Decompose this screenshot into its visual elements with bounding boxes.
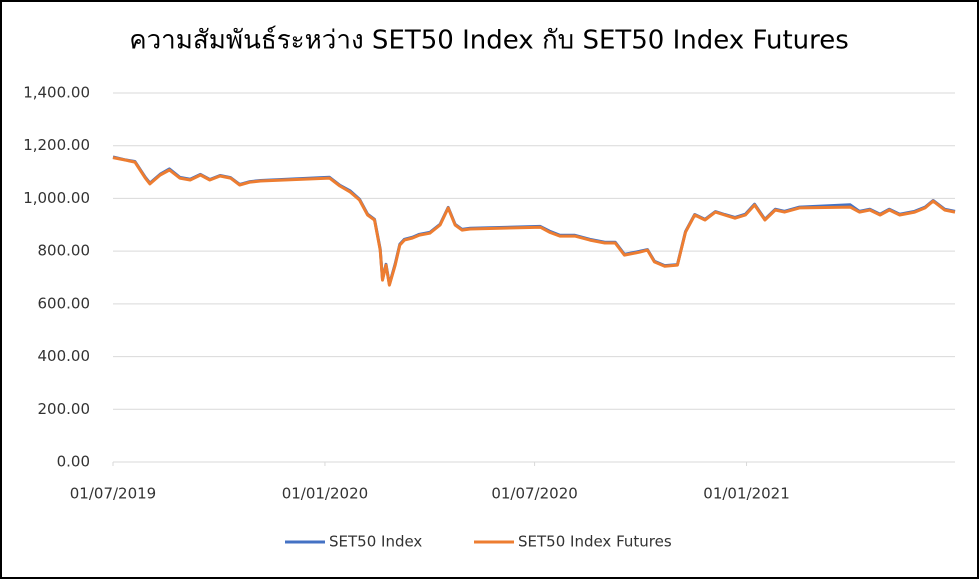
y-tick-label: 0.00 [57,453,90,471]
y-tick-label: 200.00 [38,400,91,418]
chart-title: ความสัมพันธ์ระหว่าง SET50 Index กับ SET5… [129,26,849,56]
x-tick-label: 01/07/2019 [70,485,156,503]
y-tick-label: 1,400.00 [23,84,90,102]
legend-label: SET50 Index Futures [518,533,672,551]
y-tick-label: 1,200.00 [23,136,90,154]
x-tick-label: 01/01/2020 [282,485,368,503]
x-tick-label: 01/07/2020 [491,485,577,503]
series-line [112,156,956,287]
y-tick-label: 600.00 [38,294,91,312]
legend-label: SET50 Index [329,533,422,551]
x-tick-label: 01/01/2021 [703,485,789,503]
y-tick-label: 400.00 [38,347,91,365]
y-tick-label: 1,000.00 [23,189,90,207]
y-tick-label: 800.00 [38,242,91,260]
